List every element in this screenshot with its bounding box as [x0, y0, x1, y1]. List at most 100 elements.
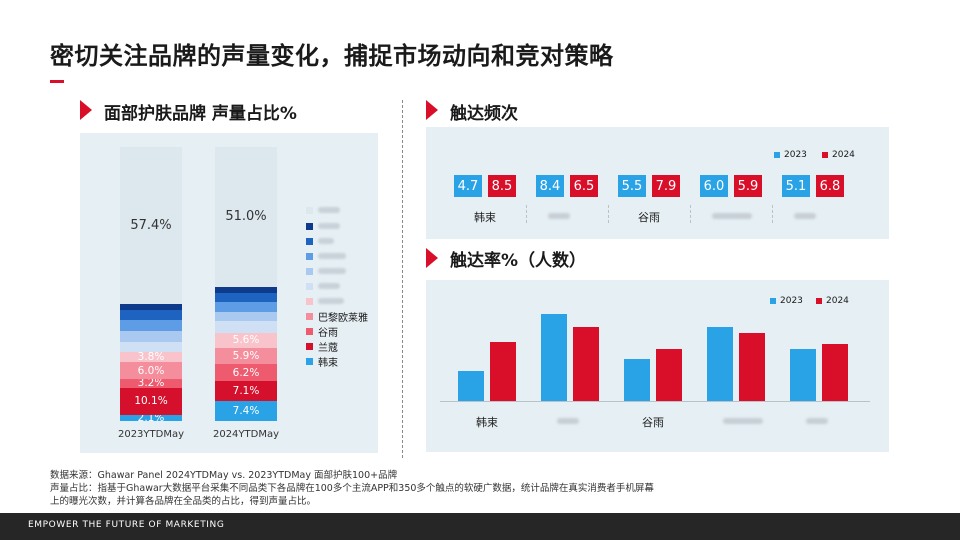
share-chart-panel: 2.1% 10.1% 3.2% 6.0% 3.8% 57.4% 2023YTDMay 7.4%…	[80, 133, 378, 453]
frequency-value-box: 4.7	[454, 175, 482, 197]
frequency-brand-label-blurred	[794, 213, 816, 219]
stack-segment	[215, 381, 277, 401]
reach-bar	[707, 327, 733, 401]
stack-segment	[120, 387, 182, 416]
stack-segment	[120, 310, 182, 320]
footnote-definition: 声量占比：指基于Ghawar大数据平台采集不同品类下各品牌在100多个主流APP…	[50, 483, 654, 494]
frequency-value-box: 7.9	[652, 175, 680, 197]
segment-value-label: 6.2%	[232, 366, 260, 379]
stack-segment	[215, 400, 277, 421]
legend-item	[306, 249, 346, 263]
stack-segment	[215, 311, 277, 322]
legend-item	[306, 294, 344, 308]
segment-value-label: 10.1%	[134, 395, 168, 408]
page-title: 密切关注品牌的声量变化，捕捉市场动向和竞对策略	[50, 42, 614, 70]
stack-segment	[120, 351, 182, 363]
reach-bar	[458, 370, 484, 401]
legend-item-guyu: 谷雨	[306, 324, 338, 339]
reach-bar	[790, 348, 816, 401]
x-category-label: 2023YTDMay	[117, 429, 185, 440]
share-section-title: 面部护肤品牌 声量占比%	[104, 104, 297, 124]
stack-segment	[120, 415, 182, 421]
stack-segment	[215, 292, 277, 302]
legend-item-lancome: 兰蔻	[306, 339, 338, 354]
segment-value-label: 5.6%	[232, 334, 260, 347]
stack-segment	[215, 332, 277, 349]
group-separator	[772, 205, 773, 223]
stack-segment	[215, 321, 277, 333]
stack-segment	[120, 147, 182, 305]
legend-item	[306, 279, 340, 293]
segment-value-label: 51.0%	[225, 208, 267, 224]
reach-bar	[739, 333, 765, 401]
segment-value-label: 6.0%	[137, 364, 165, 377]
freq-legend-2023: 2023	[774, 150, 807, 160]
legend-item	[306, 219, 340, 233]
segment-value-label: 57.4%	[130, 217, 172, 233]
reach-category-label-blurred	[806, 418, 828, 424]
segment-value-label: 3.8%	[137, 351, 165, 364]
frequency-panel: 2023 2024 4.7 8.5 韩束 8.4 6.5 5.5 7.9 谷雨 6.0 5.9 5.…	[426, 127, 889, 239]
legend-item-hanshu: 韩束	[306, 354, 338, 369]
stack-segment	[120, 319, 182, 332]
frequency-value-box: 5.9	[734, 175, 762, 197]
group-separator	[608, 205, 609, 223]
segment-value-label: 7.1%	[232, 384, 260, 397]
frequency-value-box: 6.8	[816, 175, 844, 197]
segment-value-label: 7.4%	[232, 404, 260, 417]
legend-item-paris-loreal: 巴黎欧莱雅	[306, 309, 368, 324]
reach-bar	[656, 348, 682, 401]
reach-bar	[624, 359, 650, 401]
frequency-value-box: 5.5	[618, 175, 646, 197]
frequency-value-box: 8.5	[488, 175, 516, 197]
title-accent-dash	[50, 80, 64, 83]
stack-segment	[120, 331, 182, 343]
reach-bar	[822, 344, 848, 401]
footnote-definition-cont: 上的曝光次数，并计算各品牌在全品类的占比，得到声量占比。	[50, 496, 317, 507]
legend-item	[306, 264, 346, 278]
section-divider	[402, 100, 403, 458]
x-category-label: 2024YTDMay	[212, 429, 280, 440]
stack-segment	[215, 364, 277, 382]
footnote-source: 数据来源：Ghawar Panel 2024YTDMay vs. 2023YTD…	[50, 470, 398, 481]
legend-item	[306, 234, 334, 248]
frequency-value-box: 6.5	[570, 175, 598, 197]
stack-segment	[215, 301, 277, 312]
segment-value-label: 3.2%	[137, 377, 165, 390]
frequency-brand-label: 谷雨	[638, 211, 660, 224]
legend-item	[306, 203, 340, 217]
frequency-brand-label: 韩束	[474, 211, 496, 224]
frequency-brand-label-blurred	[712, 213, 752, 219]
frequency-value-box: 6.0	[700, 175, 728, 197]
segment-value-label: 5.9%	[232, 350, 260, 363]
frequency-value-box: 8.4	[536, 175, 564, 197]
section-arrow-icon	[80, 100, 92, 120]
frequency-value-box: 5.1	[782, 175, 810, 197]
frequency-brand-label-blurred	[548, 213, 570, 219]
x-axis-line	[440, 401, 870, 402]
stack-segment	[120, 342, 182, 352]
stacked-bar-chart: 2.1% 10.1% 3.2% 6.0% 3.8% 57.4% 2023YTDMay 7.4%…	[80, 133, 378, 453]
reach-bar	[541, 314, 567, 401]
group-separator	[690, 205, 691, 223]
reach-bar	[490, 341, 516, 401]
freq-legend-2024: 2024	[822, 150, 855, 160]
stack-segment	[215, 147, 277, 287]
stack-segment	[215, 348, 277, 365]
reach-legend-2023: 2023	[770, 296, 803, 306]
stack-segment	[120, 378, 182, 388]
reach-bar	[573, 327, 599, 401]
frequency-section-title: 触达频次	[450, 104, 518, 124]
stack-segment	[215, 286, 277, 293]
footer-tagline: EMPOWER THE FUTURE OF MARKETING	[28, 520, 225, 530]
stack-segment	[120, 362, 182, 379]
reach-category-label-blurred	[723, 418, 763, 424]
reach-category-label: 韩束	[476, 416, 498, 429]
section-arrow-icon	[426, 248, 438, 268]
reach-category-label: 谷雨	[642, 416, 664, 429]
group-separator	[526, 205, 527, 223]
section-arrow-icon	[426, 100, 438, 120]
footer-bar	[0, 513, 960, 540]
reach-section-title: 触达率%（人数）	[450, 251, 587, 271]
reach-legend-2024: 2024	[816, 296, 849, 306]
